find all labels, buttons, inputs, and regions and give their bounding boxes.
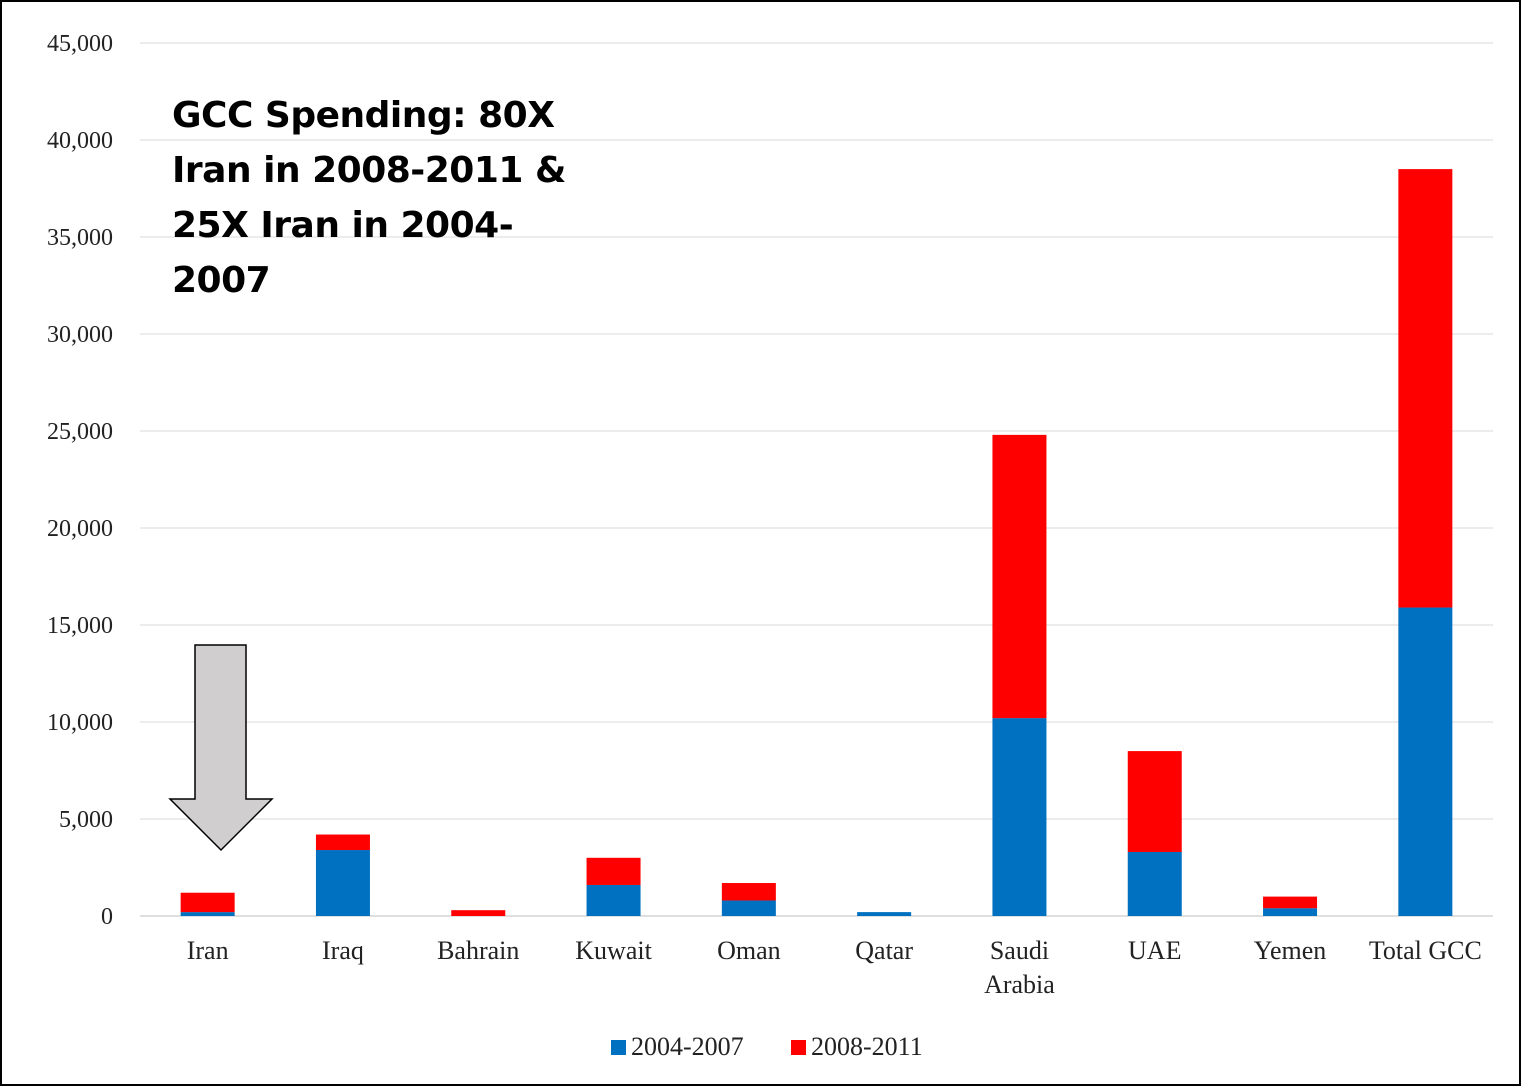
bar-segment-2004-2007 bbox=[857, 912, 912, 916]
bar-segment-2008-2011 bbox=[721, 883, 776, 901]
category-labels: Iran Iraq Bahrain Kuwait Oman Qatar Saudi Arabi… bbox=[187, 936, 1482, 999]
x-tick-label: Saudi Arabia bbox=[984, 936, 1055, 999]
x-tick-label: Yemen bbox=[1254, 936, 1326, 965]
y-tick-label: 0 bbox=[101, 904, 113, 930]
y-tick-label: 30,000 bbox=[47, 322, 113, 348]
bar-segment-2004-2007 bbox=[1127, 851, 1182, 916]
y-tick-label: 20,000 bbox=[47, 516, 113, 542]
bar-segment-2008-2011 bbox=[586, 857, 641, 885]
x-tick-label: Kuwait bbox=[575, 936, 652, 965]
y-tick-label: 35,000 bbox=[47, 225, 113, 251]
y-tick-label: 25,000 bbox=[47, 419, 113, 445]
bar-segment-2008-2011 bbox=[1263, 896, 1318, 909]
bar-segment-2004-2007 bbox=[992, 718, 1047, 916]
bar-segment-2004-2007 bbox=[180, 912, 235, 916]
bar-segment-2004-2007 bbox=[1263, 908, 1318, 916]
x-tick-label: Oman bbox=[717, 936, 781, 965]
x-tick-label: Iran bbox=[187, 936, 229, 965]
bar-segment-2008-2011 bbox=[315, 834, 370, 851]
y-tick-label: 15,000 bbox=[47, 613, 113, 639]
bar-segment-2004-2007 bbox=[315, 850, 370, 916]
bars bbox=[180, 169, 1453, 916]
bar-segment-2004-2007 bbox=[721, 900, 776, 916]
x-tick-label: Total GCC bbox=[1369, 936, 1482, 965]
y-tick-label: 5,000 bbox=[59, 807, 113, 833]
x-tick-label: Iraq bbox=[322, 936, 364, 965]
bar-segment-2008-2011 bbox=[992, 434, 1047, 719]
down-arrow bbox=[168, 644, 274, 852]
x-tick-label: Bahrain bbox=[437, 936, 519, 965]
legend-swatch-2004-2007 bbox=[611, 1040, 626, 1055]
down-arrow-shape bbox=[168, 644, 274, 852]
bar-segment-2004-2007 bbox=[586, 884, 641, 916]
bar-segment-2008-2011 bbox=[451, 910, 506, 916]
x-tick-label: UAE bbox=[1128, 936, 1181, 965]
y-tick-label: 40,000 bbox=[47, 128, 113, 154]
y-tick-label: 10,000 bbox=[47, 710, 113, 736]
bar-segment-2004-2007 bbox=[1398, 607, 1453, 916]
legend-label-2004-2007: 2004-2007 bbox=[631, 1032, 744, 1061]
x-tick-label: Qatar bbox=[855, 936, 913, 965]
legend-label-2008-2011: 2008-2011 bbox=[811, 1032, 923, 1061]
bar-segment-2008-2011 bbox=[180, 892, 235, 913]
legend-swatch-2008-2011 bbox=[791, 1040, 806, 1055]
bar-segment-2008-2011 bbox=[1127, 751, 1182, 852]
y-axis-ticks: 0 5,000 10,000 15,000 20,000 25,000 30,000 35,0… bbox=[47, 31, 113, 930]
bar-segment-2008-2011 bbox=[1398, 169, 1453, 608]
chart-annotation: GCC Spending: 80X Iran in 2008-2011 & 25… bbox=[172, 95, 566, 301]
legend: 2004-2007 2008-2011 bbox=[611, 1032, 923, 1061]
y-tick-label: 45,000 bbox=[47, 31, 113, 57]
